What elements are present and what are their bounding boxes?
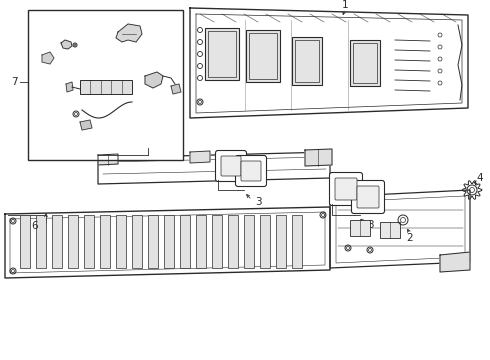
FancyBboxPatch shape [357,186,379,208]
Bar [353,43,377,83]
Polygon shape [5,207,330,278]
Bar [196,215,206,268]
Text: 1: 1 [342,0,348,10]
Bar [212,215,222,268]
Polygon shape [305,149,332,166]
Bar [292,37,322,85]
Polygon shape [61,40,72,49]
Text: 12: 12 [61,110,74,120]
Text: 10: 10 [166,31,178,41]
Bar [208,31,236,77]
FancyBboxPatch shape [236,156,267,186]
Bar [84,215,94,268]
Bar [80,80,132,94]
Bar [116,215,126,268]
Polygon shape [98,154,118,165]
Text: 11: 11 [168,77,181,87]
Bar [36,215,46,268]
Bar [350,220,370,236]
Polygon shape [80,120,92,130]
Text: 8: 8 [65,83,72,93]
Bar [164,215,174,268]
FancyBboxPatch shape [216,150,246,181]
Polygon shape [190,8,468,118]
Bar [380,222,400,238]
Bar [292,215,302,268]
Bar [260,215,270,268]
Polygon shape [145,72,163,88]
Polygon shape [171,84,181,94]
Bar [52,215,62,268]
Bar [68,215,78,268]
Polygon shape [190,151,210,163]
Text: 2: 2 [407,233,413,243]
Text: 3: 3 [255,197,261,207]
FancyBboxPatch shape [335,178,357,200]
Bar [276,215,286,268]
FancyBboxPatch shape [221,156,241,176]
Polygon shape [98,152,330,184]
Bar [249,33,277,79]
Bar [180,215,190,268]
Text: 3: 3 [367,220,373,230]
Text: 4: 4 [477,173,483,183]
Polygon shape [42,52,54,64]
Bar [295,40,319,82]
Bar [205,28,239,80]
FancyBboxPatch shape [241,161,261,181]
Bar [132,215,142,268]
Text: 9: 9 [46,38,52,48]
Bar [20,215,30,268]
Polygon shape [440,252,470,272]
Bar [28,10,183,160]
FancyBboxPatch shape [329,172,363,206]
FancyBboxPatch shape [351,180,385,213]
Bar [244,215,254,268]
Text: 5: 5 [145,139,151,149]
Bar [148,215,158,268]
Text: 6: 6 [32,221,38,231]
Polygon shape [330,190,470,268]
Bar [350,40,380,86]
Polygon shape [116,24,142,42]
Bar [246,30,280,82]
Bar [100,215,110,268]
Bar [228,215,238,268]
Text: 7: 7 [11,77,17,87]
Polygon shape [66,82,73,92]
